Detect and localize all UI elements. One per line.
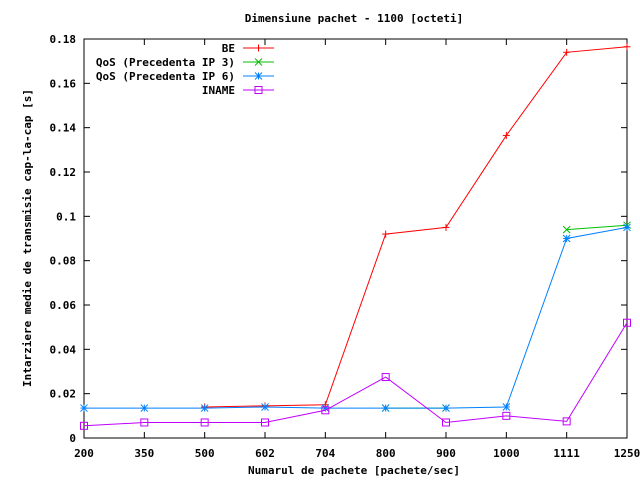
data-point <box>562 417 571 426</box>
series-group <box>80 43 631 430</box>
marker-stroke <box>562 225 571 234</box>
series-4 <box>80 318 631 430</box>
data-point <box>140 404 149 412</box>
marker-stroke <box>254 58 263 66</box>
data-point <box>502 403 511 411</box>
marker-stroke <box>80 404 88 412</box>
x-tick-label: 350 <box>134 447 154 460</box>
data-point <box>502 131 510 139</box>
series-line <box>204 46 628 408</box>
y-tick-label: 0.08 <box>50 255 77 268</box>
marker-stroke <box>261 418 269 427</box>
x-tick-label: 200 <box>74 447 94 460</box>
x-tick-label: 800 <box>376 447 396 460</box>
x-tick-label: 900 <box>436 447 456 460</box>
data-point <box>80 421 88 430</box>
y-tick-label: 0.04 <box>50 343 77 356</box>
data-point <box>200 404 209 412</box>
data-point <box>80 404 88 412</box>
marker-stroke <box>442 404 450 412</box>
chart-title: Dimensiune pachet - 1100 [octeti] <box>245 12 464 25</box>
data-point <box>563 48 571 56</box>
axis-ticks: 0 0.02 0.04 0.06 0.08 0.1 0.12 0.14 0.16 0.18 200 3… <box>50 33 640 460</box>
x-tick-label: 500 <box>195 447 215 460</box>
marker-stroke <box>254 86 263 94</box>
series-3 <box>80 223 631 412</box>
data-point <box>382 230 390 238</box>
data-point <box>442 223 450 231</box>
y-tick-label: 0.16 <box>50 77 77 90</box>
legend-label: BE <box>222 42 235 55</box>
legend-marker <box>254 58 263 66</box>
data-point <box>623 223 631 232</box>
legend-marker <box>254 86 263 94</box>
data-point <box>200 418 209 427</box>
x-tick-label: 602 <box>255 447 275 460</box>
y-tick-label: 0.12 <box>50 166 77 179</box>
marker-stroke <box>442 418 450 427</box>
y-tick-label: 0 <box>69 432 76 445</box>
y-tick-label: 0.14 <box>50 122 77 135</box>
data-point <box>442 404 450 412</box>
y-tick-label: 0.06 <box>50 299 77 312</box>
marker-stroke <box>261 403 269 411</box>
data-point <box>140 418 149 427</box>
marker-stroke <box>623 318 631 327</box>
data-point <box>261 403 269 411</box>
legend-marker <box>254 72 263 80</box>
marker-stroke <box>80 421 88 430</box>
plot-area-frame <box>83 38 628 439</box>
marker-stroke <box>381 404 390 412</box>
data-point <box>623 43 631 51</box>
legend-marker <box>255 44 262 52</box>
y-tick-label: 0.18 <box>50 33 77 46</box>
marker-stroke <box>562 234 571 243</box>
marker-stroke <box>254 72 263 80</box>
series-line <box>566 224 628 231</box>
series-line <box>84 226 628 409</box>
marker-stroke <box>321 406 330 415</box>
marker-stroke <box>381 373 390 382</box>
marker-stroke <box>200 418 209 427</box>
legend-label: QoS (Precedenta IP 3) <box>96 56 235 69</box>
marker-stroke <box>200 404 209 412</box>
data-point <box>623 318 631 327</box>
marker-stroke <box>140 404 149 412</box>
marker-stroke <box>502 403 511 411</box>
data-point <box>261 418 269 427</box>
marker-stroke <box>502 411 511 420</box>
legend-label: INAME <box>202 84 235 97</box>
y-axis-label: Intarziere medie de transmisie cap-la-ca… <box>21 89 34 387</box>
data-point <box>502 411 511 420</box>
x-tick-label: 704 <box>315 447 335 460</box>
y-tick-label: 0.1 <box>56 210 76 223</box>
data-point <box>321 406 330 415</box>
data-point <box>562 225 571 234</box>
series-2 <box>381 221 631 412</box>
data-point <box>381 404 390 412</box>
marker-stroke <box>562 417 571 426</box>
legend-label: QoS (Precedenta IP 6) <box>96 70 235 83</box>
y-tick-label: 0.02 <box>50 388 77 401</box>
series-line <box>83 322 628 427</box>
x-tick-label: 1250 <box>614 447 640 460</box>
data-point <box>381 373 390 382</box>
marker-stroke <box>623 223 631 232</box>
x-axis-label: Numarul de pachete [pachete/sec] <box>248 464 460 477</box>
x-tick-label: 1111 <box>553 447 580 460</box>
x-tick-label: 1000 <box>493 447 520 460</box>
series-1 <box>201 43 631 411</box>
data-point <box>442 418 450 427</box>
marker-stroke <box>140 418 149 427</box>
data-point <box>562 234 571 243</box>
